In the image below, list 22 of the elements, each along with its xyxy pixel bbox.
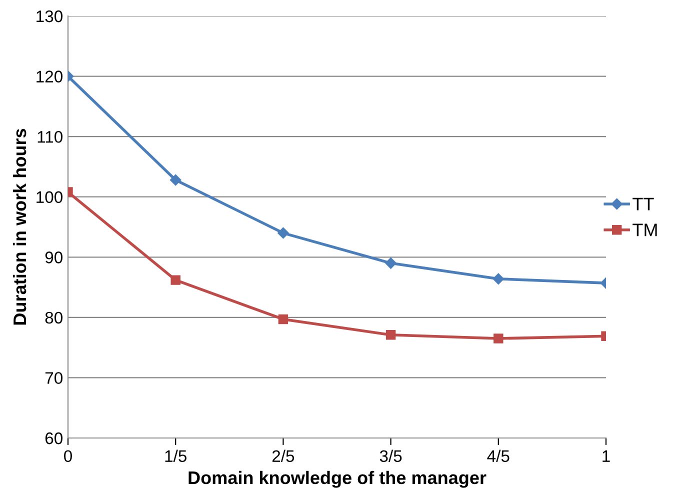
- x-tick-label: 3/5: [380, 450, 402, 462]
- x-tick-label: 4/5: [487, 450, 510, 462]
- y-tick-label: 90: [45, 252, 62, 264]
- legend-label: TM: [632, 224, 657, 236]
- y-tick-label: 60: [45, 432, 62, 444]
- y-tick-label: 80: [45, 312, 62, 324]
- legend-label: TT: [632, 198, 654, 210]
- x-tick-label: 1: [602, 450, 610, 462]
- y-tick-label: 110: [38, 130, 62, 143]
- y-tick-label: 120: [36, 70, 62, 82]
- x-axis-title: Domain knowledge of the manager: [188, 470, 486, 488]
- point: [278, 314, 288, 324]
- y-tick-label: 100: [36, 191, 62, 204]
- point: [278, 227, 289, 239]
- x-tick-label: 1/5: [165, 450, 186, 462]
- x-tick-label: 2/5: [272, 450, 294, 462]
- y-tick-label: 70: [45, 372, 62, 384]
- y-axis-title: Duration in work hours: [12, 128, 26, 325]
- y-tick-label: 130: [36, 10, 62, 22]
- point: [385, 258, 396, 269]
- x-tick-label: 0: [64, 450, 72, 462]
- point: [386, 330, 396, 340]
